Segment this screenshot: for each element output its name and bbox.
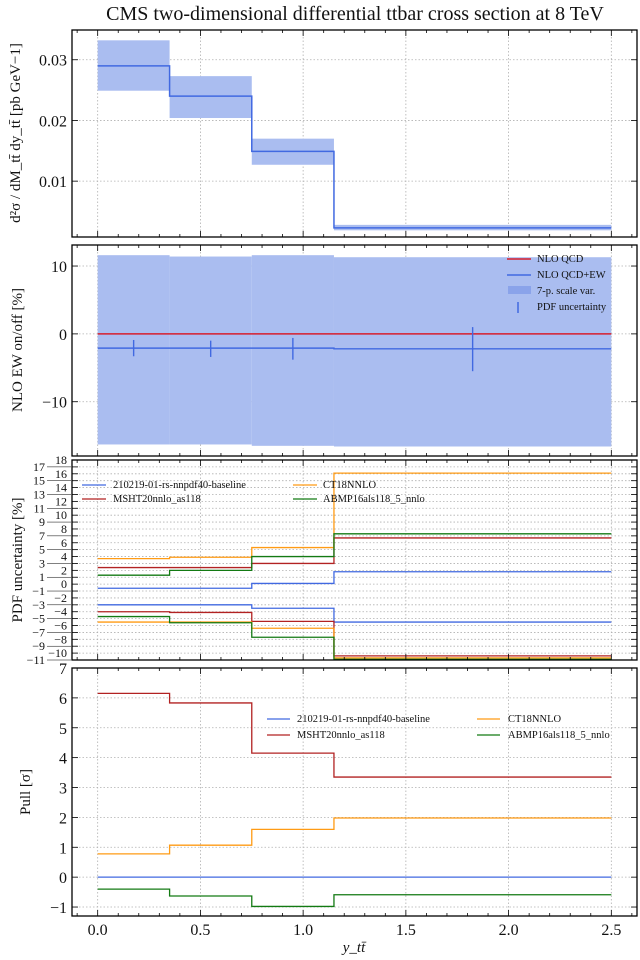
y-tick-label: 14 (55, 481, 67, 495)
legend-label: CT18NNLO (508, 714, 561, 725)
y-tick-label: −5 (32, 612, 45, 626)
panel-pull: −1 0 1 2 3 4 5 6 7 0.0 0.5 1.0 1.5 2.0 2.5 (50, 661, 638, 939)
y-tick-label: 2 (59, 810, 67, 827)
y-tick-label: −1 (32, 584, 45, 598)
y-tick-label: 0 (59, 870, 67, 887)
y-tick-label: 6 (61, 536, 67, 550)
lower-line-210219-01-rs-nnpdf40-baseline (97, 604, 612, 623)
y-tick-label: 0.02 (39, 113, 67, 130)
y-tick-label: −4 (54, 605, 67, 619)
panel3-legend: 210219-01-rs-nnpdf40-baseline MSHT20nnlo… (82, 480, 425, 505)
y-tick-label: 4 (59, 751, 67, 768)
pull-line-msht20nnlo_as118 (97, 692, 612, 778)
y-tick-label: 9 (39, 515, 45, 529)
panel4-ylabel: Pull [σ] (18, 769, 34, 815)
y-tick-label: 2 (61, 563, 67, 577)
legend-label: 210219-01-rs-nnpdf40-baseline (297, 714, 430, 725)
x-tick-label: 0.0 (88, 922, 108, 939)
lower-line-abmp16als118_5_nnlo (97, 615, 612, 660)
legend-label: 210219-01-rs-nnpdf40-baseline (113, 480, 246, 491)
x-tick-label: 2.0 (499, 922, 519, 939)
plot-area (72, 668, 637, 916)
y-tick-label: 5 (39, 543, 45, 557)
y-tick-label: 17 (33, 460, 45, 474)
y-tick-label: 4 (61, 550, 67, 564)
upper-line-abmp16als118_5_nnlo (97, 533, 612, 576)
y-tick-label: 7 (59, 661, 67, 678)
y-tick-label: 15 (33, 474, 45, 488)
y-tick-label: 7 (39, 529, 45, 543)
panel2-legend: NLO QCD NLO QCD+EW 7-p. scale var. PDF u… (507, 254, 607, 313)
x-tick-label: 1.5 (396, 922, 416, 939)
y-tick-label: 5 (59, 721, 67, 738)
axes-frame (71, 29, 638, 238)
legend-label: 7-p. scale var. (537, 286, 595, 297)
panel2-ylabel: NLO EW on/off [%] (10, 288, 26, 412)
legend-label: CT18NNLO (323, 480, 376, 491)
upper-line-210219-01-rs-nnpdf40-baseline (97, 571, 612, 589)
lower-line-ct18nnlo (97, 621, 612, 659)
y-tick-label: −10 (48, 646, 67, 660)
panel1-ylabel: d²σ / dM_tt̄ dy_tt̄ [pb GeV−1] (8, 43, 24, 223)
y-tick-label: 16 (55, 467, 67, 481)
y-tick-label: −7 (32, 625, 45, 639)
pull-line-ct18nnlo (97, 817, 612, 855)
y-tick-label: 11 (33, 501, 45, 515)
panel4-legend: 210219-01-rs-nnpdf40-baseline MSHT20nnlo… (267, 714, 610, 741)
panel-cross-section: 0.01 0.02 0.03 (39, 29, 638, 238)
y-tick-label: −2 (54, 591, 67, 605)
y-tick-label: 12 (55, 494, 67, 508)
legend-label: ABMP16als118_5_nnlo (508, 730, 610, 741)
legend-label: NLO QCD+EW (537, 270, 606, 281)
legend-label: ABMP16als118_5_nnlo (323, 494, 425, 505)
upper-line-ct18nnlo (97, 472, 612, 560)
axes-frame (71, 244, 638, 457)
legend-swatch-scale-band (508, 286, 531, 294)
plot-area (72, 460, 637, 660)
cross-section-line (97, 65, 612, 229)
y-tick-label: −8 (54, 632, 67, 646)
y-tick-label: 1 (39, 570, 45, 584)
legend-label: MSHT20nnlo_as118 (113, 494, 201, 505)
y-tick-label: −1 (50, 900, 67, 917)
x-axis-label: y_tt̄ (341, 940, 367, 956)
pull-line-abmp16als118_5_nnlo (97, 888, 612, 908)
series-line-nlo-qcd-ew (97, 347, 612, 350)
uncertainty-band-bin (169, 76, 252, 119)
y-tick-label: 0 (61, 577, 67, 591)
y-tick-label: 0.03 (39, 53, 67, 70)
y-tick-label: −10 (42, 395, 67, 412)
y-tick-label: 13 (33, 487, 45, 501)
y-tick-label: 0 (59, 327, 67, 344)
legend-label: PDF uncertainty (537, 302, 607, 313)
x-tick-label: 1.0 (293, 922, 313, 939)
y-tick-label: 10 (51, 259, 67, 276)
y-tick-label: −3 (32, 598, 45, 612)
panel3-ylabel: PDF uncertainty [%] (10, 498, 26, 623)
y-tick-label: 1 (59, 840, 67, 857)
y-tick-label: 6 (59, 691, 67, 708)
y-tick-label: 3 (39, 556, 45, 570)
y-tick-label: 3 (59, 781, 67, 798)
panel-ew-ratio: −10 0 10 (42, 244, 638, 457)
chart-title: CMS two-dimensional differential ttbar c… (106, 3, 604, 25)
y-tick-label: −6 (54, 619, 67, 633)
plot-area (72, 245, 637, 456)
y-tick-label: 8 (61, 522, 67, 536)
plot-area (72, 30, 637, 237)
y-tick-label: 10 (55, 508, 67, 522)
y-tick-label: −9 (32, 639, 45, 653)
y-tick-label: 18 (55, 453, 67, 467)
legend-label: NLO QCD (537, 254, 584, 265)
axes-frame (71, 459, 638, 661)
y-tick-label: −11 (27, 653, 45, 667)
legend-label: MSHT20nnlo_as118 (297, 730, 385, 741)
x-tick-label: 2.5 (601, 922, 621, 939)
x-tick-label: 0.5 (190, 922, 210, 939)
axes-frame (71, 667, 638, 917)
y-tick-label: 0.01 (39, 174, 67, 191)
